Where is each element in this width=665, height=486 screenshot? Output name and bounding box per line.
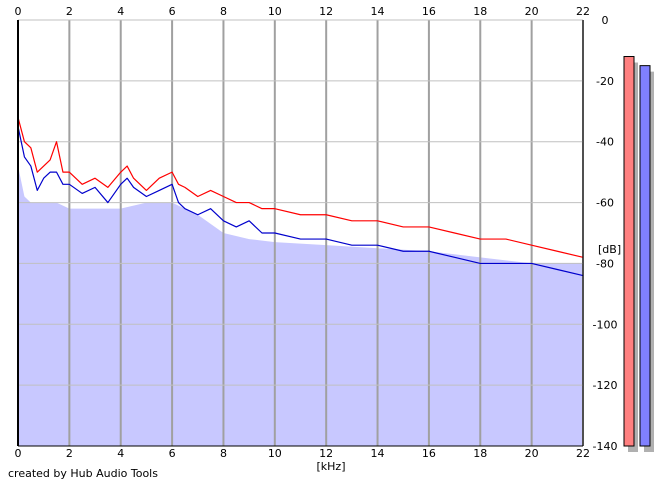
- x-tick-label-top: 6: [169, 5, 176, 18]
- x-tick-label-bottom: 16: [422, 447, 436, 460]
- level-meter-bar-1: [639, 65, 651, 447]
- x-tick-label-top: 0: [15, 5, 22, 18]
- x-tick-label-bottom: 6: [169, 447, 176, 460]
- level-meter-bar-0: [623, 56, 635, 447]
- x-tick-label-top: 18: [473, 5, 487, 18]
- series-group: [17, 117, 584, 277]
- y-ticks: 0 -20 -40 -60 -80 -100 -120 -140: [593, 14, 618, 453]
- y-tick-label: -120: [593, 379, 618, 392]
- series-line-1: [17, 126, 584, 277]
- noise-floor-fill: [18, 166, 583, 447]
- x-tick-label-top: 4: [117, 5, 124, 18]
- x-tick-label-bottom: 0: [15, 447, 22, 460]
- y-tick-label: -80: [596, 257, 614, 270]
- x-tick-label-bottom: 14: [371, 447, 385, 460]
- y-tick-label: -40: [596, 136, 614, 149]
- y-tick-label: -140: [593, 440, 618, 453]
- x-ticks-top: 0 2 4 6 8 10 12 14 16 18 20 22: [15, 5, 591, 18]
- y-axis-label: [dB]: [598, 243, 621, 256]
- y-tick-label: -100: [593, 318, 618, 331]
- y-tick-label: -60: [596, 197, 614, 210]
- x-tick-label-top: 2: [66, 5, 73, 18]
- axes: [17, 20, 584, 447]
- x-axis-label: [kHz]: [317, 460, 346, 473]
- x-tick-label-bottom: 22: [576, 447, 590, 460]
- x-tick-label-top: 14: [371, 5, 385, 18]
- x-tick-label-top: 20: [525, 5, 539, 18]
- x-tick-label-top: 16: [422, 5, 436, 18]
- x-tick-label-bottom: 10: [268, 447, 282, 460]
- series-line-0: [17, 117, 584, 258]
- x-tick-label-bottom: 18: [473, 447, 487, 460]
- fill-area: [18, 166, 583, 447]
- x-ticks-bottom: 0 2 4 6 8 10 12 14 16 18 20 22: [15, 447, 591, 460]
- x-tick-label-bottom: 2: [66, 447, 73, 460]
- credit-text: created by Hub Audio Tools: [8, 467, 158, 480]
- y-tick-label: 0: [602, 14, 609, 27]
- x-tick-label-top: 10: [268, 5, 282, 18]
- x-tick-label-top: 22: [576, 5, 590, 18]
- x-tick-label-top: 12: [319, 5, 333, 18]
- x-tick-label-bottom: 20: [525, 447, 539, 460]
- y-tick-label: -20: [596, 75, 614, 88]
- level-meters: [623, 56, 654, 453]
- x-tick-label-bottom: 12: [319, 447, 333, 460]
- x-tick-label-top: 8: [220, 5, 227, 18]
- x-tick-label-bottom: 8: [220, 447, 227, 460]
- x-tick-label-bottom: 4: [117, 447, 124, 460]
